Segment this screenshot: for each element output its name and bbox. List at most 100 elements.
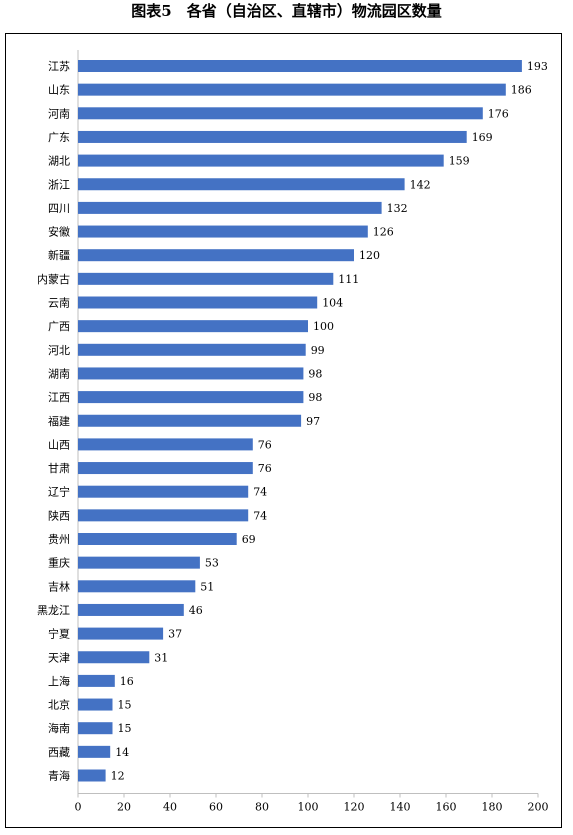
data-label: 176 bbox=[488, 107, 509, 120]
category-label: 吉林 bbox=[48, 579, 70, 593]
category-label: 江苏 bbox=[48, 60, 70, 73]
data-label: 37 bbox=[168, 628, 182, 641]
bar bbox=[78, 107, 483, 120]
data-label: 31 bbox=[154, 651, 168, 664]
category-label: 陕西 bbox=[48, 508, 70, 522]
chart-frame bbox=[5, 33, 562, 828]
bar bbox=[78, 272, 334, 285]
data-label: 132 bbox=[387, 202, 408, 215]
bar bbox=[78, 485, 249, 498]
bar bbox=[78, 296, 318, 309]
x-tick-label: 0 bbox=[75, 801, 82, 814]
data-label: 193 bbox=[527, 60, 548, 73]
x-tick-label: 120 bbox=[344, 801, 365, 814]
data-label: 104 bbox=[322, 297, 343, 310]
category-label: 西藏 bbox=[48, 746, 70, 759]
bar bbox=[78, 509, 249, 522]
category-label: 甘肃 bbox=[48, 462, 70, 475]
category-label: 云南 bbox=[48, 297, 70, 310]
data-label: 126 bbox=[373, 226, 394, 239]
x-tick-label: 100 bbox=[298, 801, 319, 814]
data-label: 120 bbox=[359, 249, 380, 262]
bar bbox=[78, 83, 506, 96]
data-label: 98 bbox=[308, 367, 322, 380]
data-label: 12 bbox=[111, 770, 125, 783]
category-label: 安徽 bbox=[48, 225, 70, 239]
category-label: 四川 bbox=[48, 202, 70, 215]
category-label: 湖南 bbox=[48, 367, 70, 380]
category-label: 宁夏 bbox=[48, 627, 70, 641]
category-label: 重庆 bbox=[48, 556, 70, 570]
category-label: 福建 bbox=[48, 414, 70, 428]
bar bbox=[78, 769, 106, 782]
bar bbox=[78, 745, 111, 758]
data-label: 74 bbox=[253, 486, 267, 499]
bar bbox=[78, 438, 253, 451]
x-tick-label: 40 bbox=[163, 801, 177, 814]
category-label: 内蒙古 bbox=[37, 272, 70, 286]
category-label: 湖北 bbox=[48, 155, 70, 168]
bar bbox=[78, 462, 253, 475]
bar bbox=[78, 627, 164, 640]
x-tick-label: 140 bbox=[390, 801, 411, 814]
data-label: 15 bbox=[118, 722, 132, 735]
x-tick-label: 200 bbox=[528, 801, 549, 814]
category-label: 山东 bbox=[48, 84, 70, 97]
bar bbox=[78, 651, 150, 664]
x-tick-label: 20 bbox=[117, 801, 131, 814]
bar bbox=[78, 722, 113, 735]
category-label: 黑龙江 bbox=[37, 604, 70, 617]
bar bbox=[78, 201, 382, 214]
bar bbox=[78, 414, 302, 427]
data-label: 16 bbox=[120, 675, 134, 688]
category-label: 广西 bbox=[48, 320, 70, 333]
x-tick-label: 60 bbox=[209, 801, 223, 814]
data-label: 14 bbox=[115, 746, 129, 759]
category-label: 河北 bbox=[48, 344, 70, 357]
bar bbox=[78, 154, 444, 167]
category-label: 天津 bbox=[48, 651, 70, 664]
x-tick-label: 180 bbox=[482, 801, 503, 814]
x-tick-label: 80 bbox=[255, 801, 269, 814]
category-label: 山西 bbox=[48, 438, 70, 451]
data-label: 159 bbox=[449, 155, 470, 168]
category-label: 江西 bbox=[48, 391, 70, 404]
category-label: 青海 bbox=[48, 769, 70, 783]
chart-title: 图表5 各省（自治区、直辖市）物流园区数量 bbox=[131, 2, 442, 20]
category-label: 浙江 bbox=[48, 178, 70, 191]
category-label: 新疆 bbox=[48, 248, 70, 262]
category-label: 海南 bbox=[48, 721, 70, 735]
data-label: 99 bbox=[311, 344, 325, 357]
bar bbox=[78, 603, 184, 616]
data-label: 111 bbox=[338, 273, 359, 286]
category-label: 辽宁 bbox=[48, 485, 70, 499]
bar bbox=[78, 533, 237, 545]
bar bbox=[78, 556, 200, 569]
data-label: 76 bbox=[258, 438, 272, 451]
bar bbox=[78, 225, 368, 238]
category-label: 贵州 bbox=[48, 533, 70, 546]
data-label: 46 bbox=[189, 604, 203, 617]
bar bbox=[78, 698, 113, 711]
data-label: 76 bbox=[258, 462, 272, 475]
x-tick-label: 160 bbox=[436, 801, 457, 814]
data-label: 169 bbox=[472, 131, 493, 144]
bar bbox=[78, 249, 354, 262]
data-label: 51 bbox=[200, 580, 214, 593]
data-label: 186 bbox=[511, 84, 532, 97]
data-label: 97 bbox=[306, 415, 320, 428]
bar bbox=[78, 178, 405, 191]
bar bbox=[78, 130, 467, 143]
bar bbox=[78, 674, 115, 687]
bar bbox=[78, 580, 196, 593]
category-label: 上海 bbox=[48, 674, 70, 688]
bar bbox=[78, 60, 522, 72]
bar bbox=[78, 343, 306, 356]
category-label: 广东 bbox=[48, 131, 70, 144]
data-label: 142 bbox=[410, 178, 431, 191]
data-label: 98 bbox=[308, 391, 322, 404]
bar bbox=[78, 391, 304, 404]
bar bbox=[78, 367, 304, 380]
data-label: 100 bbox=[313, 320, 334, 333]
